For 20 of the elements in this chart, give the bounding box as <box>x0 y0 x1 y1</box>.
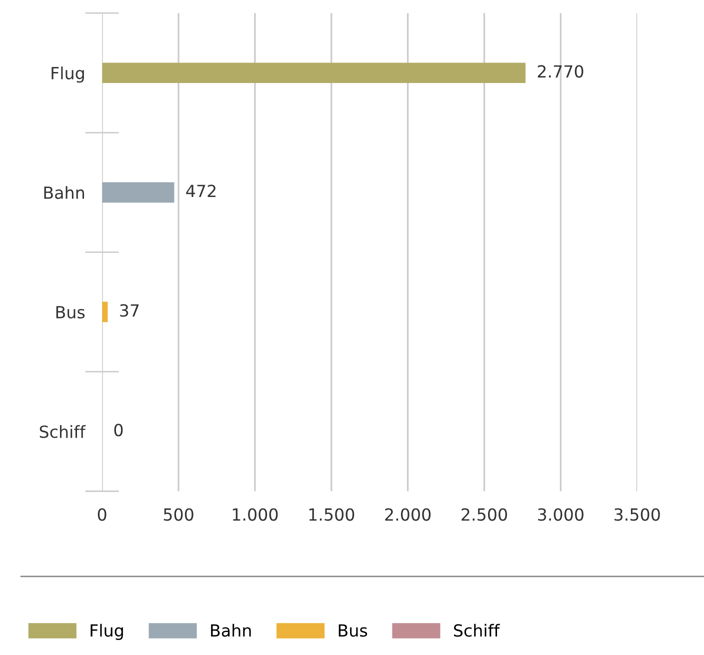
data-label: 0 <box>114 424 123 436</box>
data-label: 37 <box>120 304 139 317</box>
legend-label: Schiff <box>454 624 500 637</box>
y-tick-label: Flug <box>52 66 84 83</box>
y-tick-label: Schiff <box>40 425 86 438</box>
legend-label: Flug <box>90 624 123 640</box>
x-tick-label: 0 <box>98 508 106 521</box>
x-tick-label: 2.000 <box>385 508 431 521</box>
legend-label: Bahn <box>211 624 251 637</box>
data-label: 472 <box>186 184 216 198</box>
legend-label: Bus <box>338 624 368 637</box>
data-label: 2.770 <box>538 65 584 78</box>
x-tick-label: 2.500 <box>462 508 507 521</box>
x-tick-label: 3.500 <box>614 508 660 521</box>
y-tick-label: Bahn <box>44 186 84 199</box>
x-tick-label: 1.500 <box>309 508 354 521</box>
y-tick-label: Bus <box>56 306 85 319</box>
x-tick-label: 500 <box>164 508 194 521</box>
x-tick-label: 3.000 <box>538 508 584 521</box>
x-tick-label: 1.000 <box>232 508 278 521</box>
